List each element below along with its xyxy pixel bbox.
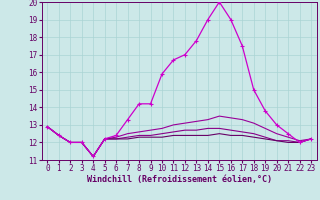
X-axis label: Windchill (Refroidissement éolien,°C): Windchill (Refroidissement éolien,°C) xyxy=(87,175,272,184)
